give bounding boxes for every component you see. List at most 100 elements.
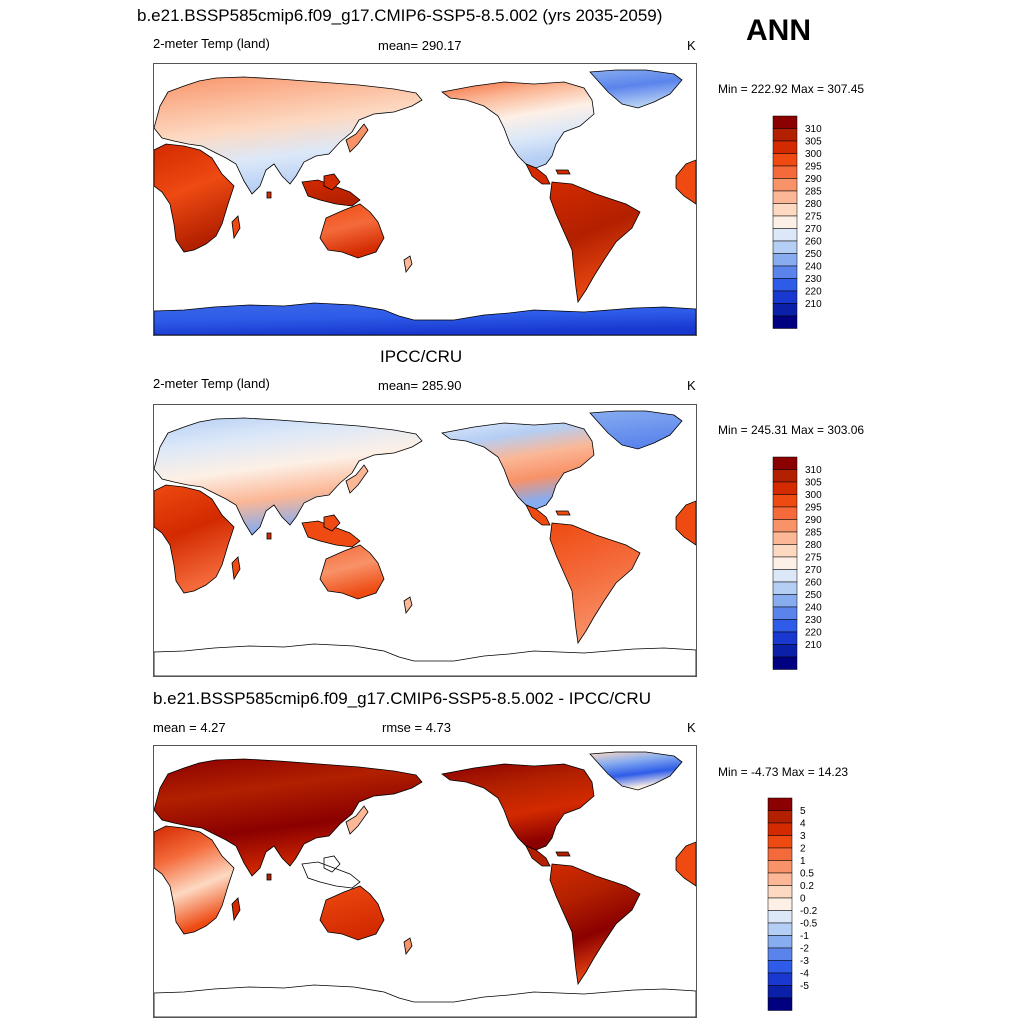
- season-label: ANN: [746, 14, 811, 47]
- colorbar-swatch: [772, 556, 798, 570]
- colorbar-label: 300: [805, 149, 822, 160]
- land-southamerica: [549, 522, 641, 645]
- land-caribbean: [555, 169, 571, 175]
- land-sri: [266, 191, 272, 199]
- coastline-borneo: [323, 855, 341, 873]
- panel1-variable-label: 2-meter Temp (land): [153, 36, 270, 51]
- panel1-minmax: Min = 222.92 Max = 307.45: [718, 82, 865, 96]
- land-westafrica: [675, 841, 696, 887]
- land-madagascar: [231, 556, 241, 581]
- panel1-title: b.e21.BSSP585cmip6.f09_g17.CMIP6-SSP5-8.…: [137, 6, 663, 25]
- coastline-indonesia: [301, 861, 361, 889]
- colorbar-label: 310: [805, 465, 822, 476]
- colorbar-swatch: [772, 456, 798, 470]
- colorbar-label: 220: [805, 287, 822, 298]
- colorbar-swatch: [772, 594, 798, 608]
- colorbar-swatch: [767, 797, 793, 811]
- colorbar-swatch: [772, 531, 798, 545]
- colorbar-label: 310: [805, 124, 822, 135]
- land-japan: [345, 464, 369, 494]
- colorbar-label: 305: [805, 137, 822, 148]
- colorbar-label: -0.5: [800, 919, 818, 930]
- land-japan: [345, 123, 369, 153]
- colorbar-label: 290: [805, 515, 822, 526]
- colorbar-label: 305: [805, 478, 822, 489]
- panel1-map: [153, 63, 697, 336]
- colorbar-swatch: [767, 860, 793, 874]
- panel3-units-label: K: [687, 720, 696, 735]
- colorbar-swatch: [772, 506, 798, 520]
- land-southamerica: [549, 181, 641, 304]
- colorbar-swatch: [772, 315, 798, 329]
- colorbar-swatch: [772, 115, 798, 129]
- colorbar-label: -2: [800, 944, 809, 955]
- land-greenland: [589, 69, 683, 109]
- colorbar-swatch: [772, 128, 798, 142]
- colorbar-swatch: [772, 631, 798, 645]
- land-northamerica: [441, 81, 595, 169]
- colorbar-swatch: [772, 619, 798, 633]
- colorbar-label: 2: [800, 844, 806, 855]
- colorbar-swatch: [767, 985, 793, 999]
- colorbar-label: 285: [805, 528, 822, 539]
- colorbar-label: 275: [805, 553, 822, 564]
- colorbar-swatch: [772, 644, 798, 658]
- land-madagascar: [231, 215, 241, 240]
- colorbar-label: 260: [805, 578, 822, 589]
- colorbar-label: 0.2: [800, 881, 814, 892]
- colorbar-label: 275: [805, 212, 822, 223]
- colorbar-swatch: [772, 265, 798, 279]
- land-nz: [403, 255, 413, 273]
- land-borneo: [323, 173, 341, 191]
- colorbar-swatch: [767, 872, 793, 886]
- colorbar-swatch: [767, 897, 793, 911]
- panel2-mean-label: mean= 285.90: [378, 378, 462, 393]
- colorbar-label: 290: [805, 174, 822, 185]
- colorbar-label: 0.5: [800, 869, 814, 880]
- colorbar-label: 270: [805, 224, 822, 235]
- colorbar-label: 270: [805, 565, 822, 576]
- land-japan: [345, 805, 369, 835]
- colorbar-label: 280: [805, 540, 822, 551]
- land-westafrica: [675, 159, 696, 205]
- colorbar-swatch: [772, 581, 798, 595]
- panel3-colorbar: 5 4 3 2 1 0.5 0.2 0 -0.2 -0.5 -1 -2 -3 -4 -5: [767, 797, 838, 1011]
- colorbar-swatch: [767, 960, 793, 974]
- panel3-mean-label: mean = 4.27: [153, 720, 226, 735]
- colorbar-label: 210: [805, 299, 822, 310]
- colorbar-swatch: [772, 215, 798, 229]
- colorbar-swatch: [772, 481, 798, 495]
- colorbar-swatch: [767, 947, 793, 961]
- colorbar-swatch: [767, 810, 793, 824]
- panel2-units-label: K: [687, 378, 696, 393]
- colorbar-swatch: [772, 278, 798, 292]
- colorbar-swatch: [772, 203, 798, 217]
- panel2-minmax: Min = 245.31 Max = 303.06: [718, 423, 865, 437]
- colorbar-label: 230: [805, 615, 822, 626]
- panel3-map: [153, 745, 697, 1018]
- land-sri: [266, 532, 272, 540]
- colorbar-label: 0: [800, 894, 806, 905]
- colorbar-swatch: [772, 494, 798, 508]
- colorbar-label: 280: [805, 199, 822, 210]
- panel3-title: b.e21.BSSP585cmip6.f09_g17.CMIP6-SSP5-8.…: [153, 689, 651, 708]
- colorbar-label: 250: [805, 249, 822, 260]
- colorbar-swatch: [767, 885, 793, 899]
- colorbar-swatch: [772, 290, 798, 304]
- colorbar-label: 210: [805, 640, 822, 651]
- colorbar-label: -1: [800, 931, 809, 942]
- colorbar-label: -0.2: [800, 906, 818, 917]
- colorbar-label: 295: [805, 503, 822, 514]
- land-centralam: [525, 504, 551, 526]
- colorbar-swatch: [772, 228, 798, 242]
- land-australia: [319, 544, 385, 600]
- colorbar-label: 240: [805, 262, 822, 273]
- land-greenland: [589, 410, 683, 450]
- colorbar-swatch: [772, 303, 798, 317]
- land-greenland: [589, 751, 683, 791]
- colorbar-swatch: [767, 997, 793, 1011]
- colorbar-label: 240: [805, 603, 822, 614]
- colorbar-label: 260: [805, 237, 822, 248]
- land-southamerica: [549, 863, 641, 986]
- land-northamerica: [441, 763, 595, 851]
